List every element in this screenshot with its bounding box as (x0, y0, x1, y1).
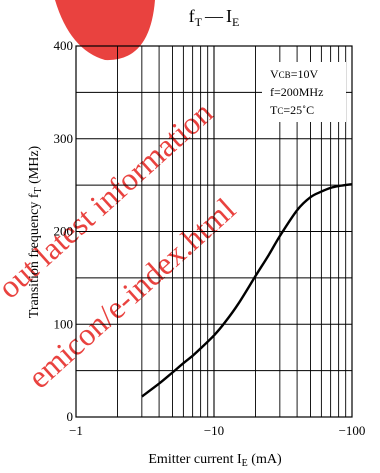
y-tick-label: 100 (54, 316, 74, 331)
y-tick-label: 300 (54, 131, 74, 146)
plot-frame (75, 45, 353, 418)
series-line-ft (141, 183, 353, 398)
watermark-logo-arc (55, 0, 155, 61)
condition-vcb: VCB=10V (270, 67, 318, 81)
x-axis-label: Emitter current IE (mA) (148, 452, 282, 469)
y-tick-label: 400 (54, 38, 74, 53)
y-axis-label: Transition frequency fT (MHz) (27, 145, 44, 318)
y-tick-label: 200 (54, 224, 74, 239)
condition-frequency: f=200MHz (270, 85, 323, 99)
x-tick-label: −10 (204, 423, 224, 438)
chart-title: fT — IE (189, 6, 240, 29)
conditions-box (262, 62, 346, 122)
x-tick-labels: −1 −10 −100 (69, 423, 365, 438)
x-tick-label: −100 (339, 423, 366, 438)
y-tick-labels: 0 100 200 300 400 (54, 38, 74, 424)
y-tick-label: 0 (67, 409, 74, 424)
condition-tc: TC=25˚C (270, 103, 314, 117)
x-tick-label: −1 (69, 423, 83, 438)
